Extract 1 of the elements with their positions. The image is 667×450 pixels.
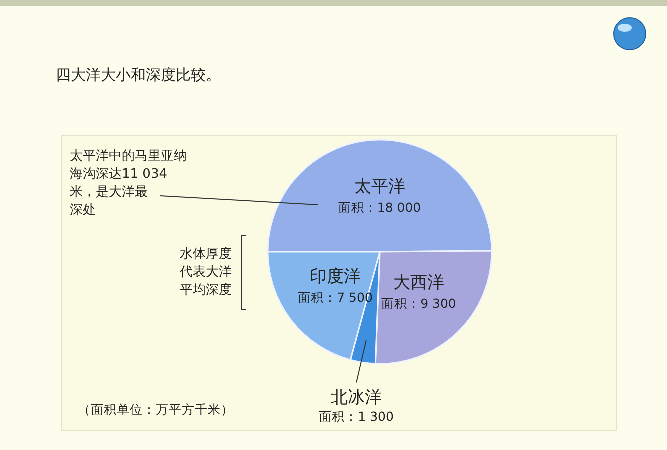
title: 四大洋大小和深度比较。 [56,66,221,84]
